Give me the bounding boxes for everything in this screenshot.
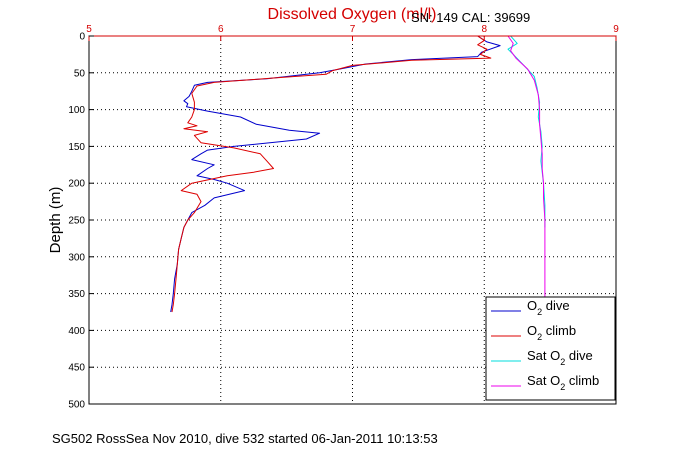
legend-box: [485, 296, 616, 401]
legend-label-sat-o2-climb: Sat O2 climb: [527, 373, 599, 392]
x-tick-group: 5 6 7 8 9: [86, 24, 619, 41]
legend-label-sat-o2-dive: Sat O2 dive: [527, 348, 593, 367]
y-tick-label-400: 400: [68, 326, 85, 337]
chart-title: Dissolved Oxygen (ml/l): [268, 6, 437, 23]
series-line-sat-o2-climb: [507, 35, 546, 298]
x-tick-label-9: 9: [613, 24, 619, 35]
y-tick-label-350: 350: [68, 289, 85, 300]
legend-label-o2-dive: O2 dive: [527, 298, 570, 317]
y-axis-label: Depth (m): [47, 187, 64, 254]
y-tick-label-50: 50: [74, 68, 86, 79]
series-layer: [170, 35, 546, 313]
x-tick-label-6: 6: [218, 24, 224, 35]
y-tick-label-300: 300: [68, 252, 85, 263]
y-tick-group: 0 50 100 150 200 250 300 350 400 450 500: [68, 32, 94, 411]
x-tick-label-5: 5: [86, 24, 92, 35]
footer-caption: SG502 RossSea Nov 2010, dive 532 started…: [52, 431, 438, 446]
x-tick-label-8: 8: [481, 24, 487, 35]
x-tick-label-7: 7: [350, 24, 356, 35]
series-line-o2-climb: [171, 35, 492, 313]
legend-label-o2-climb: O2 climb: [527, 323, 576, 342]
legend: O2 dive O2 climb Sat O2 dive Sat O2 climb: [485, 296, 616, 401]
y-tick-label-450: 450: [68, 363, 85, 374]
y-tick-label-100: 100: [68, 105, 85, 116]
y-tick-label-500: 500: [68, 400, 85, 411]
y-tick-label-200: 200: [68, 179, 85, 190]
calibration-label: SN: 149 CAL: 39699: [411, 10, 530, 25]
grid-lines: [89, 36, 616, 404]
y-tick-label-250: 250: [68, 216, 85, 227]
y-tick-label-0: 0: [79, 32, 85, 43]
y-tick-label-150: 150: [68, 142, 85, 153]
